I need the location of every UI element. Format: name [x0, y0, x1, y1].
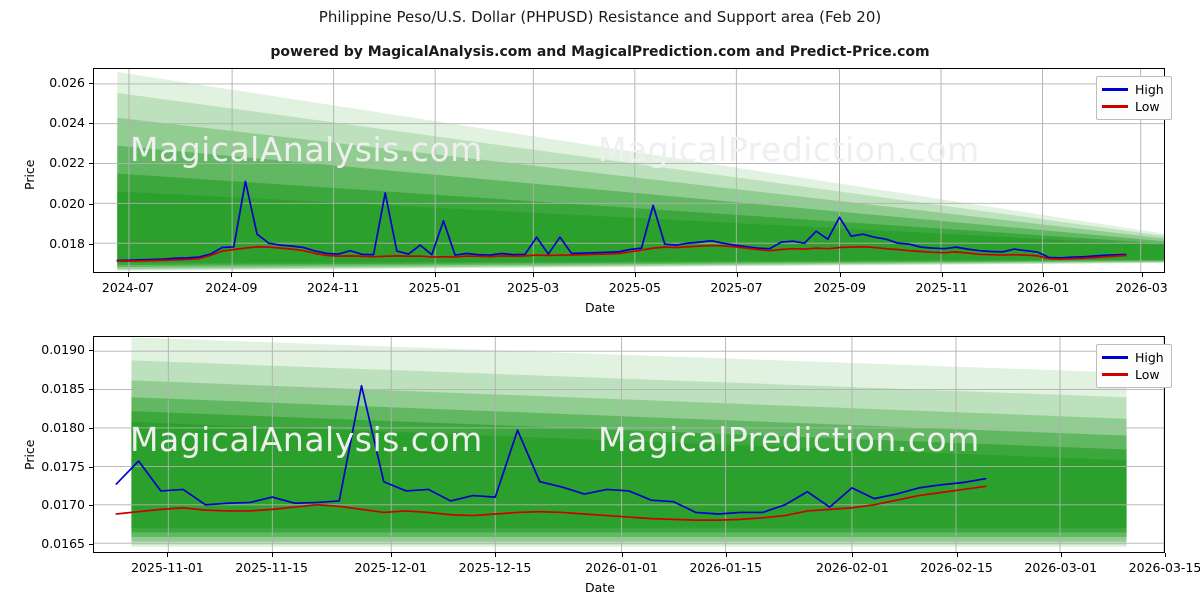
x-tick-label: 2025-07: [710, 280, 763, 295]
y-tick-mark: [89, 427, 93, 429]
y-tick-mark: [89, 505, 93, 507]
legend-swatch-high: [1102, 88, 1128, 91]
x-tick-mark: [495, 553, 496, 557]
zoom-panel: Price MagicalAnalysis.com MagicalPredict…: [0, 320, 1200, 600]
x-tick-label: 2025-11-15: [235, 560, 308, 575]
x-tick-label: 2025-05: [608, 280, 661, 295]
legend-label-low: Low: [1135, 367, 1160, 382]
legend-swatch-high: [1102, 356, 1128, 359]
y-tick-mark: [89, 163, 93, 165]
series-line-high: [116, 180, 1127, 262]
x-tick-mark: [839, 273, 841, 277]
zoom-x-axis-label: Date: [585, 580, 615, 595]
y-tick-label: 0.0180: [41, 419, 85, 435]
x-tick-mark: [1060, 553, 1062, 557]
x-tick-label: 2026-01-15: [689, 560, 763, 575]
legend-label-low: Low: [1135, 99, 1160, 114]
series-line-low: [116, 244, 1127, 262]
x-tick-label: 2026-02-01: [816, 560, 889, 575]
x-tick-label: 2025-12-15: [458, 560, 532, 575]
legend-swatch-low: [1102, 105, 1128, 108]
x-tick-label: 2026-03-01: [1024, 560, 1098, 575]
x-tick-label: 2026-03: [1115, 280, 1168, 295]
x-tick-label: 2025-11-01: [131, 560, 204, 575]
y-tick-mark: [89, 466, 93, 468]
y-tick-label: 0.020: [49, 195, 85, 211]
x-tick-label: 2026-01: [1017, 280, 1070, 295]
x-tick-label: 2024-07: [101, 280, 155, 295]
x-tick-label: 2024-11: [306, 280, 360, 295]
x-tick-mark: [941, 273, 943, 277]
band-level-0: [117, 191, 1164, 264]
x-tick-mark: [621, 553, 623, 557]
y-tick-mark: [89, 350, 93, 352]
y-tick-mark: [89, 203, 93, 205]
legend-label-high: High: [1135, 82, 1164, 97]
y-tick-mark: [89, 544, 93, 546]
legend-label-high: High: [1135, 350, 1164, 365]
y-tick-label: 0.026: [49, 75, 85, 91]
x-tick-mark: [1165, 553, 1166, 557]
x-tick-mark: [128, 273, 129, 277]
x-tick-label: 2026-02-15: [920, 560, 993, 575]
y-tick-label: 0.0170: [41, 497, 85, 513]
series-line-high: [115, 384, 987, 515]
x-tick-mark: [852, 553, 854, 557]
x-tick-mark: [634, 273, 636, 277]
y-tick-label: 0.018: [49, 235, 85, 251]
y-tick-mark: [89, 83, 93, 85]
overview-plot-area: [93, 68, 1165, 273]
x-tick-label: 2025-11: [915, 280, 968, 295]
x-tick-label: 2025-01: [408, 280, 461, 295]
y-tick-label: 0.0165: [41, 536, 85, 552]
y-tick-label: 0.024: [49, 115, 85, 131]
y-tick-label: 0.0185: [41, 381, 85, 397]
x-tick-label: 2025-09: [813, 280, 866, 295]
y-tick-mark: [89, 389, 93, 391]
x-tick-label: 2025-03: [507, 280, 560, 295]
legend-row-low[interactable]: Low: [1102, 366, 1164, 383]
series-line-low: [115, 485, 987, 521]
x-tick-label: 2024-09: [205, 280, 258, 295]
y-tick-label: 0.022: [49, 155, 85, 171]
overview-x-axis-label: Date: [585, 300, 615, 315]
x-tick-mark: [271, 553, 273, 557]
x-tick-mark: [736, 273, 738, 277]
zoom-plot-svg: [94, 337, 1164, 552]
legend-swatch-low: [1102, 373, 1128, 376]
x-tick-mark: [167, 553, 169, 557]
zoom-plot-area: [93, 336, 1165, 553]
y-tick-label: 0.0190: [41, 342, 85, 358]
y-tick-mark: [89, 243, 93, 245]
x-tick-mark: [231, 273, 233, 277]
legend-row-high[interactable]: High: [1102, 349, 1164, 366]
overview-legend[interactable]: High Low: [1096, 76, 1172, 120]
x-tick-label: 2026-03-15: [1128, 560, 1200, 575]
y-tick-mark: [89, 123, 93, 125]
zoom-legend[interactable]: High Low: [1096, 344, 1172, 388]
x-tick-label: 2026-01-01: [585, 560, 658, 575]
x-tick-mark: [956, 553, 958, 557]
x-tick-mark: [1043, 273, 1045, 277]
band-level-0: [131, 421, 1127, 528]
overview-panel: Price MagicalAnalysis.com MagicalPredict…: [22, 68, 1172, 315]
x-tick-mark: [725, 553, 727, 557]
page-subtitle: powered by MagicalAnalysis.com and Magic…: [270, 44, 930, 60]
x-tick-label: 2025-12-01: [354, 560, 428, 575]
x-tick-mark: [1141, 273, 1143, 277]
legend-row-high[interactable]: High: [1102, 81, 1164, 98]
x-tick-mark: [390, 553, 392, 557]
legend-row-low[interactable]: Low: [1102, 98, 1164, 115]
x-tick-mark: [533, 273, 535, 277]
y-tick-label: 0.0175: [41, 458, 85, 474]
page-title: Philippine Peso/U.S. Dollar (PHPUSD) Res…: [318, 8, 882, 26]
x-tick-mark: [434, 273, 436, 277]
overview-plot-svg: [94, 69, 1164, 272]
x-tick-mark: [333, 273, 335, 277]
